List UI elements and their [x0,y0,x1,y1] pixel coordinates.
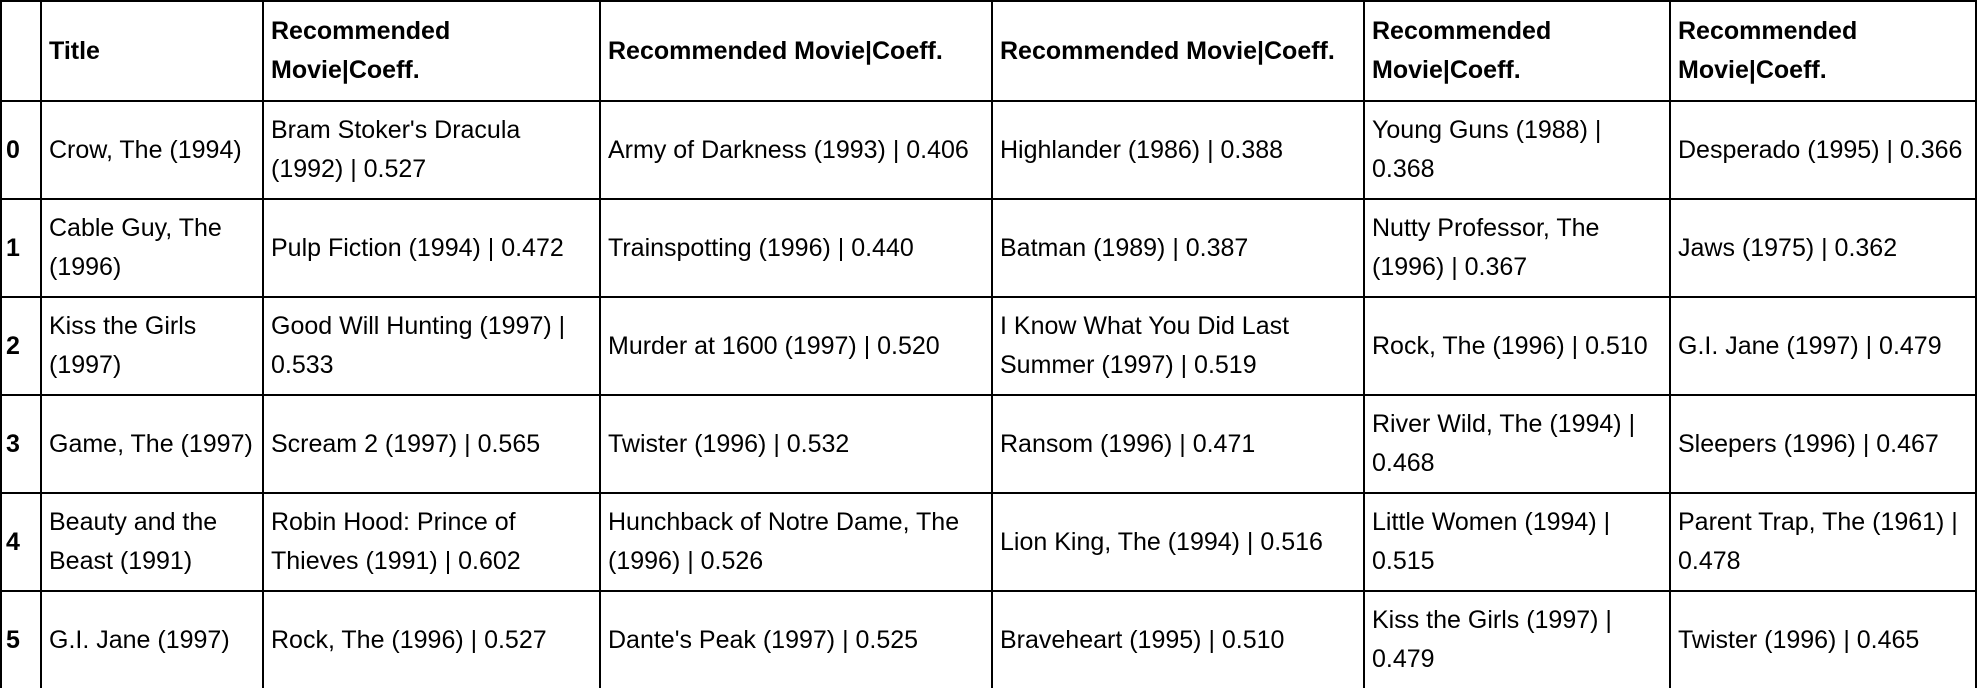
recommendation-cell: Twister (1996) | 0.532 [599,394,993,494]
recommendation-cell: Desperado (1995) | 0.366 [1669,100,1977,200]
table-row: 5 G.I. Jane (1997) Rock, The (1996) | 0.… [0,590,1977,688]
row-index: 1 [0,198,42,298]
recommendation-cell: Hunchback of Notre Dame, The (1996) | 0.… [599,492,993,592]
recommendation-cell: Rock, The (1996) | 0.527 [262,590,601,688]
recommendation-cell: G.I. Jane (1997) | 0.479 [1669,296,1977,396]
recommendation-cell: Sleepers (1996) | 0.467 [1669,394,1977,494]
recommendation-cell: Twister (1996) | 0.465 [1669,590,1977,688]
title-cell: Crow, The (1994) [40,100,264,200]
recommendation-cell: Army of Darkness (1993) | 0.406 [599,100,993,200]
recommendation-cell: Rock, The (1996) | 0.510 [1363,296,1671,396]
recommendation-cell: Parent Trap, The (1961) | 0.478 [1669,492,1977,592]
recommendation-cell: Ransom (1996) | 0.471 [991,394,1365,494]
recommendation-cell: I Know What You Did Last Summer (1997) |… [991,296,1365,396]
row-index: 4 [0,492,42,592]
title-cell: G.I. Jane (1997) [40,590,264,688]
table-row: 2 Kiss the Girls (1997) Good Will Huntin… [0,296,1977,396]
title-cell: Game, The (1997) [40,394,264,494]
recommendation-cell: Braveheart (1995) | 0.510 [991,590,1365,688]
title-cell: Cable Guy, The (1996) [40,198,264,298]
recommendation-cell: Scream 2 (1997) | 0.565 [262,394,601,494]
index-header [0,0,42,102]
row-index: 0 [0,100,42,200]
row-index: 5 [0,590,42,688]
recommendation-cell: Young Guns (1988) | 0.368 [1363,100,1671,200]
table-row: 0 Crow, The (1994) Bram Stoker's Dracula… [0,100,1977,200]
recommendation-cell: Lion King, The (1994) | 0.516 [991,492,1365,592]
column-header-rec-3: Recommended Movie|Coeff. [991,0,1365,102]
recommendation-cell: Batman (1989) | 0.387 [991,198,1365,298]
recommendation-cell: Trainspotting (1996) | 0.440 [599,198,993,298]
recommendation-cell: River Wild, The (1994) | 0.468 [1363,394,1671,494]
recommendation-cell: Nutty Professor, The (1996) | 0.367 [1363,198,1671,298]
recommendation-cell: Highlander (1986) | 0.388 [991,100,1365,200]
column-header-rec-1: Recommended Movie|Coeff. [262,0,601,102]
recommendation-cell: Dante's Peak (1997) | 0.525 [599,590,993,688]
row-index: 3 [0,394,42,494]
recommendation-cell: Robin Hood: Prince of Thieves (1991) | 0… [262,492,601,592]
recommendation-cell: Kiss the Girls (1997) | 0.479 [1363,590,1671,688]
recommendation-cell: Pulp Fiction (1994) | 0.472 [262,198,601,298]
recommendation-cell: Little Women (1994) | 0.515 [1363,492,1671,592]
column-header-rec-2: Recommended Movie|Coeff. [599,0,993,102]
header-row: Title Recommended Movie|Coeff. Recommend… [0,0,1977,102]
table-row: 1 Cable Guy, The (1996) Pulp Fiction (19… [0,198,1977,298]
title-cell: Beauty and the Beast (1991) [40,492,264,592]
recommendation-cell: Good Will Hunting (1997) | 0.533 [262,296,601,396]
recommendation-cell: Jaws (1975) | 0.362 [1669,198,1977,298]
recommendation-cell: Bram Stoker's Dracula (1992) | 0.527 [262,100,601,200]
column-header-title: Title [40,0,264,102]
table-row: 4 Beauty and the Beast (1991) Robin Hood… [0,492,1977,592]
column-header-rec-5: Recommended Movie|Coeff. [1669,0,1977,102]
table-row: 3 Game, The (1997) Scream 2 (1997) | 0.5… [0,394,1977,494]
column-header-rec-4: Recommended Movie|Coeff. [1363,0,1671,102]
row-index: 2 [0,296,42,396]
title-cell: Kiss the Girls (1997) [40,296,264,396]
recommendation-cell: Murder at 1600 (1997) | 0.520 [599,296,993,396]
